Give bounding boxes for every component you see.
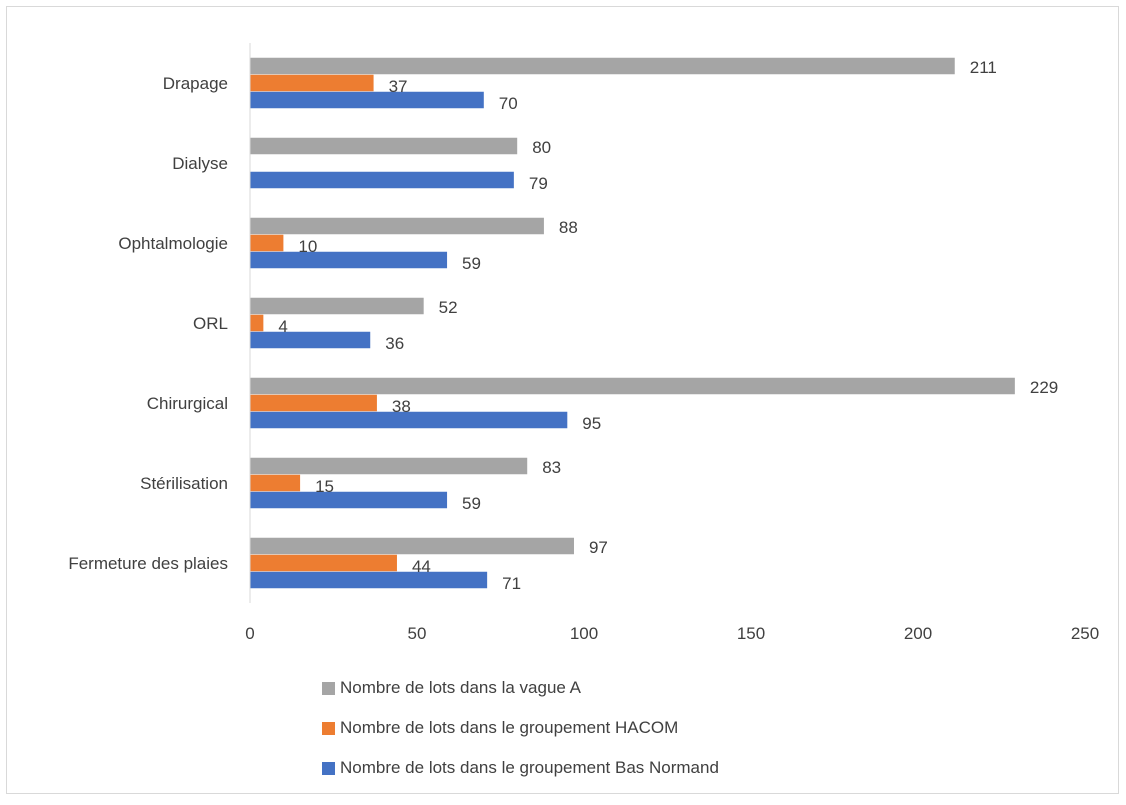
x-tick-label: 0 [245, 624, 254, 643]
data-label: 80 [532, 138, 551, 157]
bar [250, 91, 484, 109]
category-label: Dialyse [172, 154, 228, 173]
bar [250, 234, 284, 252]
data-label: 229 [1030, 378, 1058, 397]
bar [250, 474, 301, 492]
bar [250, 137, 518, 155]
bar [250, 411, 568, 429]
bar [250, 251, 448, 269]
legend-label-bas-normand: Nombre de lots dans le groupement Bas No… [340, 758, 719, 777]
bar [250, 171, 514, 189]
bar [250, 57, 955, 75]
legend: Nombre de lots dans la vague A Nombre de… [322, 668, 719, 788]
data-label: 38 [392, 397, 411, 416]
legend-swatch-bas-normand [322, 761, 335, 775]
x-tick-label: 50 [408, 624, 427, 643]
data-label: 36 [385, 334, 404, 353]
bar [250, 217, 544, 235]
data-label: 79 [529, 174, 548, 193]
x-tick-labels-layer: 0 50 100 150 200 250 [245, 624, 1099, 643]
bars-layer [250, 57, 1015, 589]
data-label: 97 [589, 538, 608, 557]
data-labels-layer: 211 37 70 80 79 88 10 59 52 4 36 229 38 95 83 15 59 97 44 7… [278, 58, 1058, 593]
category-label: Ophtalmologie [118, 234, 228, 253]
category-label: Chirurgical [147, 394, 228, 413]
legend-item-hacom: Nombre de lots dans le groupement HACOM [322, 708, 719, 748]
bar [250, 537, 574, 555]
data-label: 95 [582, 414, 601, 433]
data-label: 15 [315, 477, 334, 496]
legend-label-vague-a: Nombre de lots dans la vague A [340, 678, 581, 697]
data-label: 83 [542, 458, 561, 477]
bar [250, 74, 374, 92]
bar [250, 491, 448, 509]
bar [250, 571, 488, 589]
category-label: ORL [193, 314, 228, 333]
category-label: Drapage [163, 74, 228, 93]
data-label: 59 [462, 254, 481, 273]
legend-swatch-hacom [322, 721, 335, 735]
bar [250, 377, 1015, 395]
x-tick-label: 200 [904, 624, 932, 643]
data-label: 44 [412, 557, 431, 576]
data-label: 70 [499, 94, 518, 113]
chart-border [6, 6, 1119, 794]
bar [250, 314, 264, 332]
bar [250, 394, 377, 412]
bar [250, 297, 424, 315]
data-label: 10 [298, 237, 317, 256]
data-label: 71 [502, 574, 521, 593]
category-label: Stérilisation [140, 474, 228, 493]
legend-label-hacom: Nombre de lots dans le groupement HACOM [340, 718, 679, 737]
category-label: Fermeture des plaies [68, 554, 228, 573]
bar [250, 457, 528, 475]
x-tick-label: 150 [737, 624, 765, 643]
category-labels-layer: Drapage Dialyse Ophtalmologie ORL Chirurgica… [68, 74, 228, 573]
bar [250, 554, 397, 572]
data-label: 52 [439, 298, 458, 317]
x-tick-label: 100 [570, 624, 598, 643]
legend-item-vague-a: Nombre de lots dans la vague A [322, 668, 719, 708]
data-label: 4 [278, 317, 287, 336]
data-label: 37 [389, 77, 408, 96]
x-tick-label: 250 [1071, 624, 1099, 643]
data-label: 59 [462, 494, 481, 513]
legend-item-bas-normand: Nombre de lots dans le groupement Bas No… [322, 748, 719, 788]
bar [250, 331, 371, 349]
data-label: 88 [559, 218, 578, 237]
legend-swatch-vague-a [322, 681, 335, 695]
data-label: 211 [970, 58, 997, 77]
